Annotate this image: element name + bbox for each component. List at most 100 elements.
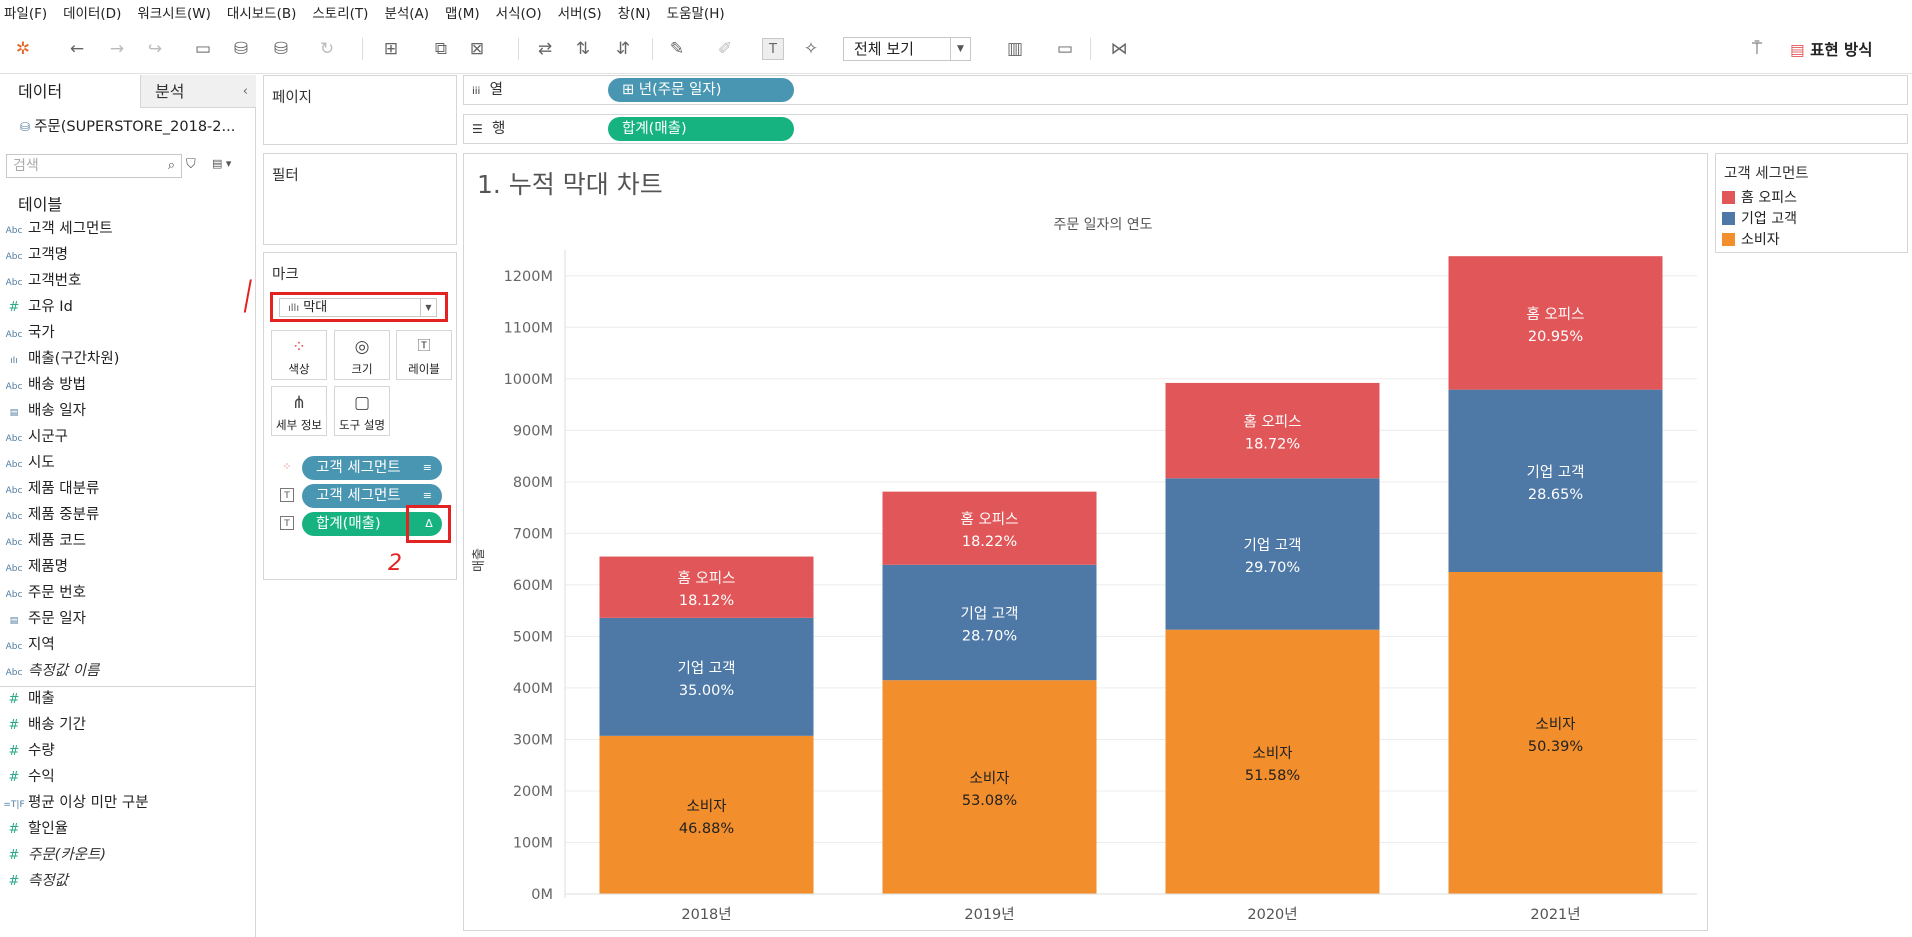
field-item[interactable]: # 수량	[0, 738, 255, 764]
field-item[interactable]: # 고유 Id	[0, 294, 255, 320]
sort-descending-icon[interactable]: ⇵	[615, 39, 631, 59]
swap-icon[interactable]: ⇄	[537, 39, 553, 59]
field-item[interactable]: Abc 주문 번호	[0, 580, 255, 606]
new-worksheet-icon[interactable]: ⊞	[383, 39, 399, 59]
collapse-icon[interactable]: ‹	[242, 84, 248, 99]
chevron-down-icon[interactable]: ▼	[420, 299, 436, 316]
chevron-down-icon[interactable]: ▼	[950, 38, 970, 60]
tab-analysis[interactable]: 분석 ‹	[140, 75, 256, 108]
menu-item[interactable]: 창(N)	[617, 6, 651, 22]
filters-card[interactable]: 필터	[263, 153, 457, 245]
table-calc-highlight[interactable]: Δ	[406, 505, 451, 543]
columns-pill-year[interactable]: ⊞ 년(주문 일자)	[608, 78, 794, 102]
menu-item[interactable]: 워크시트(W)	[137, 6, 211, 22]
field-item[interactable]: Abc 제품명	[0, 554, 255, 580]
columns-shelf[interactable]: iii 열 ⊞ 년(주문 일자)	[463, 75, 1908, 105]
field-type-icon: Abc	[5, 668, 23, 678]
mark-pill-segment-color[interactable]: 고객 세그먼트 ≡	[302, 456, 442, 480]
menu-item[interactable]: 서버(S)	[557, 6, 602, 22]
list-view-icon[interactable]: ▤ ▾	[212, 157, 232, 170]
field-label: 할인율	[28, 821, 69, 837]
field-item[interactable]: # 할인율	[0, 816, 255, 842]
search-input[interactable]: 검색 ⌕	[6, 154, 182, 178]
field-item[interactable]: ıIı 매출(구간차원)	[0, 346, 255, 372]
tab-data[interactable]: 데이터	[18, 82, 63, 101]
field-type-icon: #	[8, 874, 20, 889]
mark-pill-sales-label[interactable]: 합계(매출)	[302, 512, 442, 536]
menu-item[interactable]: 맵(M)	[445, 6, 480, 22]
field-item[interactable]: Abc 고객번호	[0, 268, 255, 294]
field-item[interactable]: Abc 배송 방법	[0, 372, 255, 398]
refresh-icon[interactable]: ↻	[319, 39, 335, 59]
field-item[interactable]: Abc 지역	[0, 632, 255, 658]
rows-shelf[interactable]: ☰ 행 합계(매출)	[463, 114, 1908, 144]
view-mode-select[interactable]: 전체 보기 ▼	[843, 37, 971, 61]
mark-pill-segment-label[interactable]: 고객 세그먼트 ≡	[302, 484, 442, 508]
back-icon[interactable]: ←	[69, 39, 85, 59]
field-item[interactable]: Abc 제품 코드	[0, 528, 255, 554]
legend-item[interactable]: 홈 오피스	[1722, 188, 1797, 208]
redo-icon[interactable]: ↪	[147, 39, 163, 59]
field-item[interactable]: ▤ 배송 일자	[0, 398, 255, 424]
highlight-icon[interactable]: ✎	[669, 39, 685, 59]
pause-update-icon[interactable]: ⛁	[273, 39, 289, 59]
menu-item[interactable]: 분석(A)	[384, 6, 430, 22]
field-item[interactable]: Abc 고객 세그먼트	[0, 216, 255, 242]
format-painter-icon[interactable]: ⍑	[1751, 39, 1763, 59]
field-item[interactable]: Abc 고객명	[0, 242, 255, 268]
size-button[interactable]: ◎ 크기	[334, 330, 390, 380]
show-me-button[interactable]: ▤ 표현 방식	[1790, 38, 1873, 60]
legend-item[interactable]: 기업 고객	[1722, 209, 1797, 229]
clear-sheet-icon[interactable]: ⊠	[469, 39, 485, 59]
label-button[interactable]: 🅃 레이블	[396, 330, 452, 380]
filter-icon[interactable]: ⛉	[186, 157, 196, 172]
share-icon[interactable]: ⋈	[1110, 39, 1128, 59]
mark-type-dropdown[interactable]: ıllı 막대 ▼	[270, 292, 448, 322]
datasource-name[interactable]: ⛁ 주문(SUPERSTORE_2018-2...	[20, 115, 235, 136]
field-item[interactable]: Abc 시도	[0, 450, 255, 476]
detail-button[interactable]: ⋔ 세부 정보	[271, 386, 327, 436]
sort-ascending-icon[interactable]: ⇅	[575, 39, 591, 59]
data-label-percent: 46.88%	[679, 821, 734, 837]
pages-card[interactable]: 페이지	[263, 75, 457, 145]
field-item[interactable]: Abc 제품 대분류	[0, 476, 255, 502]
menu-item[interactable]: 데이터(D)	[63, 6, 122, 22]
field-item[interactable]: # 매출	[0, 686, 255, 712]
duplicate-sheet-icon[interactable]: ⧉	[434, 39, 448, 59]
field-item[interactable]: # 측정값	[0, 868, 255, 894]
menu-item[interactable]: 도움말(H)	[666, 6, 725, 22]
bar-segment	[1448, 389, 1663, 572]
field-item[interactable]: =T|F 평균 이상 미만 구분	[0, 790, 255, 816]
presentation-icon[interactable]: ▭	[1056, 39, 1074, 59]
attach-icon[interactable]: ✐	[717, 39, 733, 59]
menu-item[interactable]: 대시보드(B)	[226, 6, 297, 22]
field-type-icon: Abc	[5, 512, 23, 522]
mark-type-select[interactable]: ıllı 막대 ▼	[279, 298, 437, 317]
menu-item[interactable]: 스토리(T)	[312, 6, 369, 22]
new-datasource-icon[interactable]: ⛁	[233, 39, 249, 59]
field-item[interactable]: Abc 시군구	[0, 424, 255, 450]
menu-item[interactable]: 서식(O)	[495, 6, 542, 22]
show-cards-icon[interactable]: ▥	[1006, 39, 1024, 59]
field-item[interactable]: Abc 측정값 이름	[0, 658, 255, 684]
field-label: 제품 중분류	[28, 507, 100, 523]
legend-item[interactable]: 소비자	[1722, 230, 1780, 250]
pin-icon[interactable]: ✧	[803, 39, 819, 59]
field-item[interactable]: ▤ 주문 일자	[0, 606, 255, 632]
menu-item[interactable]: 파일(F)	[4, 6, 48, 22]
field-item[interactable]: # 수익	[0, 764, 255, 790]
data-label-percent: 18.72%	[1245, 437, 1300, 453]
field-item[interactable]: # 주문(카운트)	[0, 842, 255, 868]
rows-pill-sales[interactable]: 합계(매출)	[608, 117, 794, 141]
forward-icon[interactable]: →	[109, 39, 125, 59]
sheet-title[interactable]: 1. 누적 막대 차트	[477, 170, 663, 199]
color-button[interactable]: ⁘ 색상	[271, 330, 327, 380]
label-encoding-icon: T	[280, 488, 294, 502]
tooltip-button[interactable]: ▢ 도구 설명	[334, 386, 390, 436]
field-item[interactable]: # 배송 기간	[0, 712, 255, 738]
tableau-logo-icon[interactable]: ✲	[15, 39, 31, 59]
field-item[interactable]: Abc 국가	[0, 320, 255, 346]
save-icon[interactable]: ▭	[194, 39, 212, 59]
show-labels-icon[interactable]: T	[762, 38, 784, 60]
field-item[interactable]: Abc 제품 중분류	[0, 502, 255, 528]
